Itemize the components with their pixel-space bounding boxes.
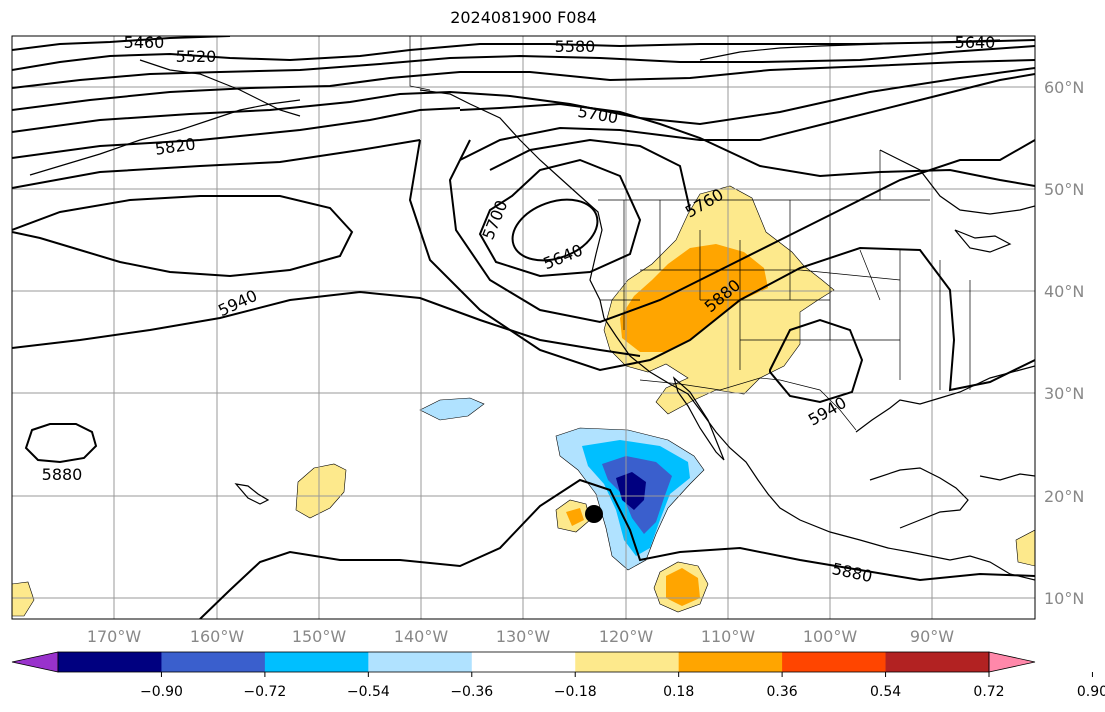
- positive-anomaly-area: [620, 244, 768, 352]
- contour-label: 5940: [805, 393, 850, 430]
- colorbar-tick-label: 0.54: [870, 684, 901, 700]
- contour-label: 5880: [42, 465, 83, 484]
- lat-label: 60°N: [1044, 78, 1084, 97]
- positive-anomaly-area: [1015, 529, 1035, 567]
- colorbar-tick-label: 0.18: [663, 684, 694, 700]
- lon-label: 150°W: [292, 627, 347, 646]
- lon-label: 120°W: [599, 627, 654, 646]
- colorbar: −0.90 −0.72 −0.54 −0.36 −0.18 0.18 0.36 0.54 0.7…: [11, 651, 1105, 700]
- contour-label: 5700: [478, 198, 511, 243]
- colorbar-segment: [782, 652, 887, 672]
- lat-label: 20°N: [1044, 487, 1084, 506]
- political-borders: [409, 36, 971, 431]
- positive-anomaly-area: [12, 581, 35, 617]
- colorbar-tick-label: 0.36: [767, 684, 798, 700]
- lon-label: 130°W: [496, 627, 551, 646]
- contour-label: 5460: [124, 33, 165, 52]
- lat-label: 10°N: [1044, 589, 1084, 608]
- colorbar-segment: [885, 652, 990, 672]
- lon-label: 170°W: [87, 627, 142, 646]
- contour-label: 5700: [576, 102, 619, 128]
- colorbar-tick-label: −0.18: [554, 684, 597, 700]
- colorbar-segment: [58, 652, 162, 672]
- colorbar-tick-label: −0.90: [140, 684, 183, 700]
- colorbar-tick-label: −0.72: [243, 684, 286, 700]
- positive-anomaly-area: [295, 463, 347, 519]
- colorbar-segment: [368, 652, 473, 672]
- lon-label: 160°W: [190, 627, 245, 646]
- colorbar-segment: [471, 652, 576, 672]
- lon-label: 110°W: [701, 627, 756, 646]
- map-title: 2024081900 F084: [450, 8, 597, 27]
- colorbar-segment: [678, 652, 783, 672]
- lat-label: 50°N: [1044, 180, 1084, 199]
- contour-label: 5880: [830, 559, 874, 586]
- colorbar-tick-label: −0.54: [347, 684, 390, 700]
- colorbar-segment: [161, 652, 266, 672]
- colorbar-frame: [57, 651, 990, 673]
- contour-label: 5820: [154, 134, 197, 158]
- lon-label: 90°W: [910, 627, 954, 646]
- colorbar-tick-label: −0.36: [450, 684, 493, 700]
- height-contours: [12, 36, 1035, 619]
- colorbar-tick-label: 0.90: [1077, 684, 1105, 700]
- map-frame: [11, 35, 1036, 620]
- contour-label: 5640: [955, 33, 996, 52]
- positive-anomaly-area: [566, 508, 584, 526]
- lat-label: 40°N: [1044, 282, 1084, 301]
- contour-label: 5580: [555, 37, 596, 56]
- colorbar-segment: [575, 652, 680, 672]
- contour-label: 5640: [541, 240, 586, 273]
- contour-label: 5520: [176, 47, 217, 66]
- negative-anomaly-area: [419, 397, 485, 421]
- colorbar-extension-high: [988, 651, 1036, 673]
- lat-label: 30°N: [1044, 384, 1084, 403]
- storm-center-marker: [585, 505, 603, 523]
- colorbar-segment: [264, 652, 369, 672]
- lon-label: 100°W: [803, 627, 858, 646]
- colorbar-tick-label: 0.72: [973, 684, 1004, 700]
- longitude-labels: 170°W 160°W 150°W 140°W 130°W 120°W 110°…: [87, 627, 954, 646]
- positive-anomaly-area: [666, 568, 700, 606]
- colorbar-extension-low: [11, 651, 59, 673]
- latitude-labels: 60°N 50°N 40°N 30°N 20°N 10°N: [1044, 78, 1084, 608]
- negative-anomaly-area: [616, 472, 646, 510]
- coastlines: [29, 39, 1035, 581]
- lon-label: 140°W: [394, 627, 449, 646]
